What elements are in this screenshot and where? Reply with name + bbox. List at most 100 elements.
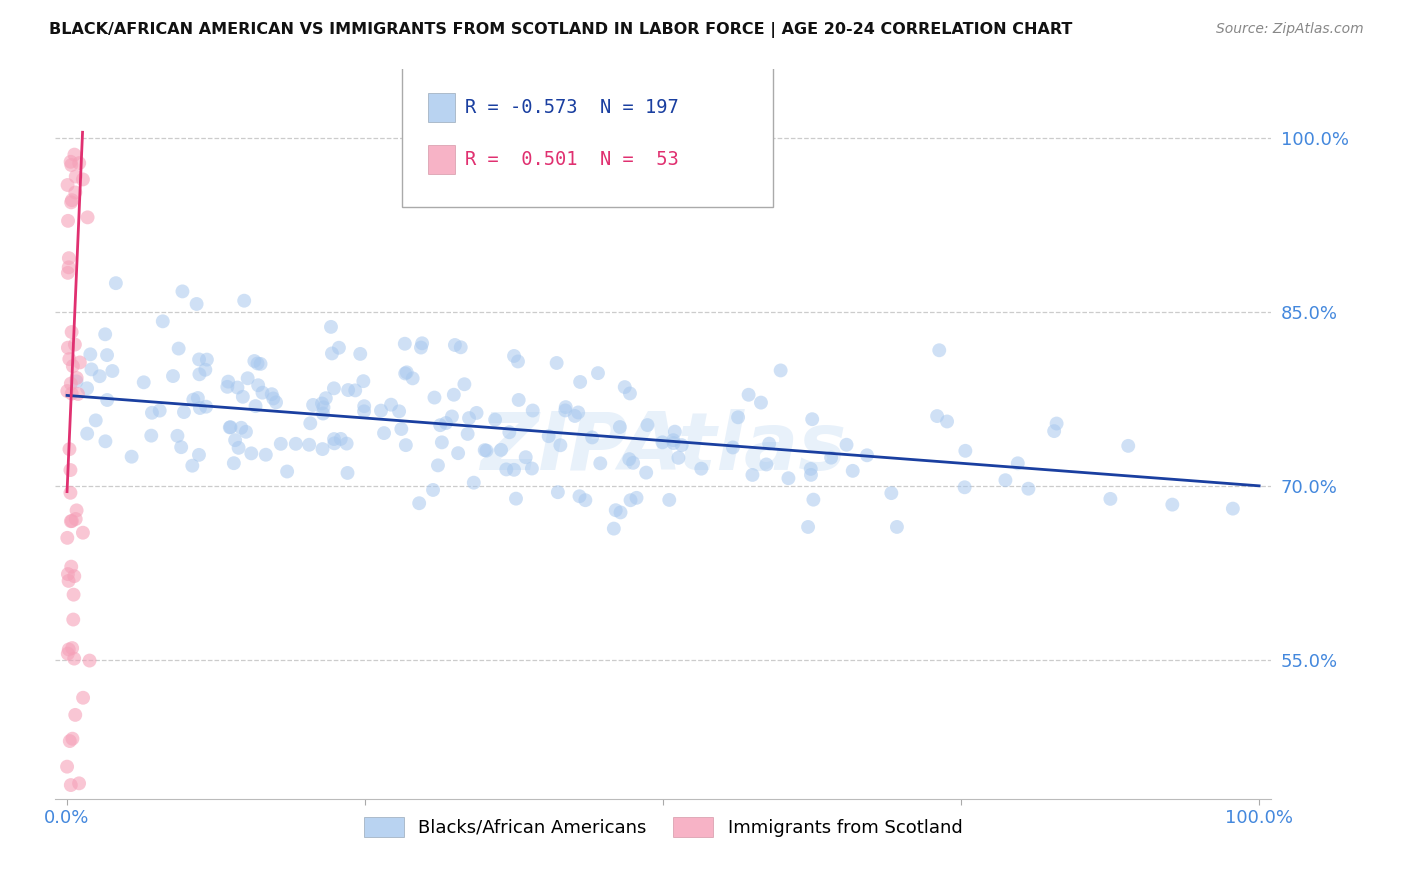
Point [380, 398, 402, 412]
Text: ZIPAtlas: ZIPAtlas [479, 409, 846, 487]
Point [621, 456, 644, 470]
Bar [429, 93, 456, 122]
Point [188, 368, 211, 382]
Point [737, 388, 759, 402]
Point [389, 422, 412, 436]
Point [188, 401, 211, 415]
Point [231, 421, 253, 435]
Point [727, 410, 749, 425]
Point [503, 463, 526, 477]
Point [195, 352, 218, 367]
Point [245, 399, 267, 413]
Point [56, 178, 79, 192]
Point [233, 293, 256, 308]
Point [67, 776, 90, 790]
Point [65, 503, 87, 517]
Point [228, 441, 250, 455]
Point [217, 380, 239, 394]
Point [56, 384, 79, 398]
Point [224, 433, 246, 447]
Point [567, 405, 589, 419]
Point [59, 463, 82, 477]
Point [62, 359, 84, 373]
Point [422, 483, 444, 497]
Point [311, 442, 333, 456]
Point [778, 471, 800, 485]
Point [187, 391, 209, 405]
Point [60, 386, 83, 401]
Point [336, 436, 359, 450]
Point [329, 432, 352, 446]
Point [508, 392, 530, 407]
Point [195, 400, 218, 414]
Point [236, 371, 259, 385]
Point [60, 325, 83, 339]
Point [60, 514, 83, 528]
Point [662, 433, 685, 447]
Point [664, 425, 686, 439]
Point [651, 435, 673, 450]
FancyBboxPatch shape [402, 65, 772, 207]
Point [321, 346, 343, 360]
Point [662, 436, 685, 450]
Point [927, 409, 949, 423]
Point [741, 467, 763, 482]
Point [60, 641, 83, 656]
Point [60, 559, 83, 574]
Point [63, 337, 86, 351]
Point [568, 489, 591, 503]
Point [721, 441, 744, 455]
Point [62, 588, 84, 602]
Point [65, 707, 87, 722]
Point [409, 341, 432, 355]
Point [276, 465, 298, 479]
Point [1043, 424, 1066, 438]
Point [84, 413, 107, 427]
Point [690, 461, 713, 475]
Point [506, 354, 529, 368]
Point [152, 314, 174, 328]
Point [56, 214, 79, 228]
Point [66, 371, 89, 385]
Point [80, 362, 103, 376]
Point [322, 381, 344, 395]
Point [554, 403, 576, 417]
Point [955, 443, 977, 458]
Point [166, 429, 188, 443]
Point [58, 352, 80, 367]
Point [299, 417, 322, 431]
Point [994, 473, 1017, 487]
Point [1017, 482, 1039, 496]
Point [589, 456, 612, 470]
Point [554, 400, 576, 414]
Point [349, 347, 371, 361]
Point [247, 378, 270, 392]
Point [173, 405, 195, 419]
Point [522, 403, 544, 417]
Point [395, 365, 418, 379]
Point [58, 260, 80, 275]
Point [373, 426, 395, 441]
Point [65, 375, 87, 389]
Point [440, 409, 463, 424]
Point [63, 569, 86, 583]
Point [1222, 501, 1244, 516]
Point [63, 147, 86, 161]
Point [284, 437, 307, 451]
Point [235, 425, 257, 439]
Point [769, 363, 792, 377]
Point [65, 169, 87, 184]
Point [62, 731, 84, 746]
Text: BLACK/AFRICAN AMERICAN VS IMMIGRANTS FROM SCOTLAND IN LABOR FORCE | AGE 20-24 CO: BLACK/AFRICAN AMERICAN VS IMMIGRANTS FRO… [49, 22, 1073, 38]
Point [574, 493, 596, 508]
Point [188, 352, 211, 367]
Point [249, 357, 271, 371]
Point [217, 375, 239, 389]
Point [186, 297, 208, 311]
Point [474, 443, 496, 458]
Point [835, 438, 858, 452]
Point [72, 525, 94, 540]
Point [76, 381, 98, 395]
Point [56, 759, 79, 773]
Point [323, 432, 346, 446]
